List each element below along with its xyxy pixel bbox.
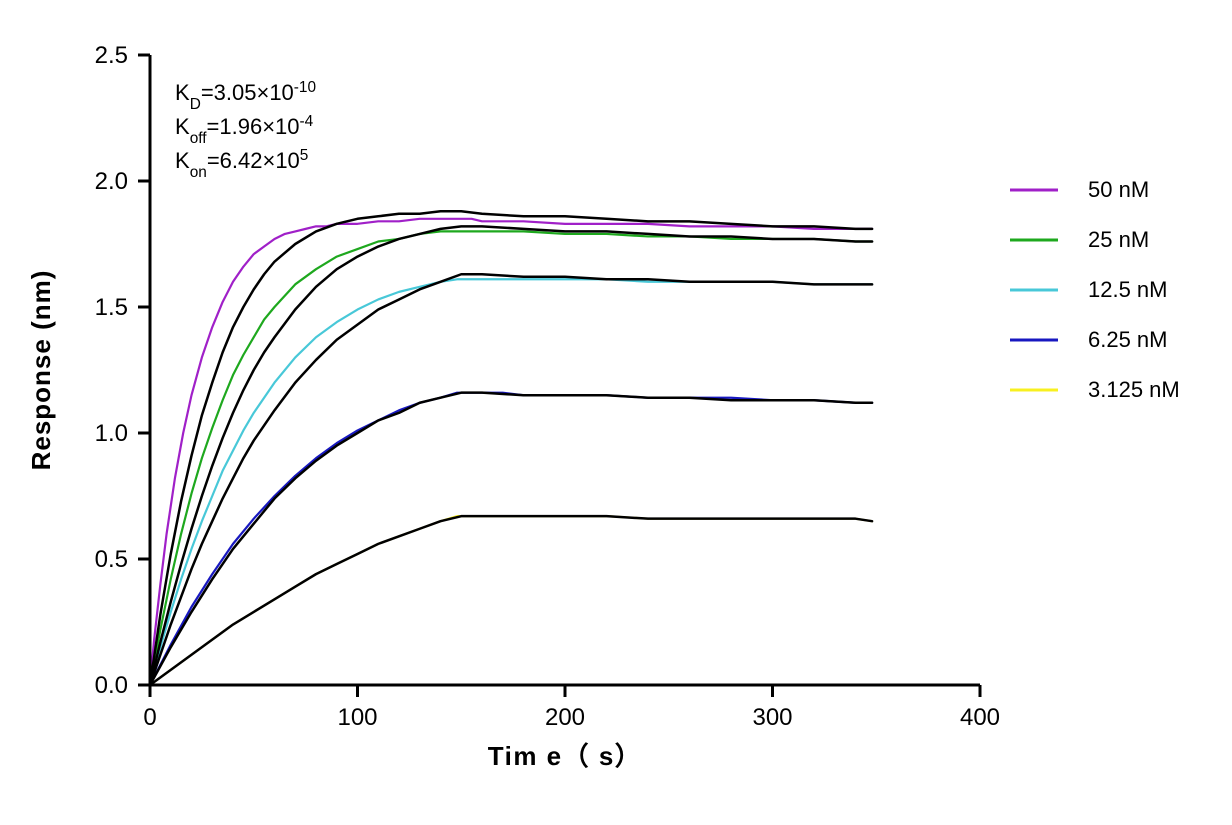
kinetics-chart: 0 100 200 300 400 Tim e（ s） 0.0 0.5 1.0 1.5 2.0 2.5… — [0, 0, 1232, 825]
legend-label-2: 12.5 nM — [1088, 277, 1168, 302]
chart-container: 0 100 200 300 400 Tim e（ s） 0.0 0.5 1.0 1.5 2.0 2.5… — [0, 0, 1232, 825]
y-tick-label: 2.0 — [95, 168, 128, 195]
legend-label-4: 3.125 nM — [1088, 377, 1180, 402]
legend-label-0: 50 nM — [1088, 177, 1149, 202]
y-tick-label: 0.5 — [95, 546, 128, 573]
x-axis-label: Tim e（ s） — [488, 741, 643, 771]
x-tick-label: 0 — [143, 704, 156, 731]
y-tick-label: 2.5 — [95, 42, 128, 69]
y-tick-label: 1.0 — [95, 420, 128, 447]
y-tick-label: 1.5 — [95, 294, 128, 321]
y-tick-label: 0.0 — [95, 672, 128, 699]
x-tick-label: 300 — [752, 704, 792, 731]
legend-label-3: 6.25 nM — [1088, 327, 1168, 352]
y-axis-label: Response (nm) — [26, 270, 56, 471]
legend-label-1: 25 nM — [1088, 227, 1149, 252]
x-tick-label: 200 — [545, 704, 585, 731]
x-tick-label: 400 — [960, 704, 1000, 731]
x-tick-label: 100 — [337, 704, 377, 731]
